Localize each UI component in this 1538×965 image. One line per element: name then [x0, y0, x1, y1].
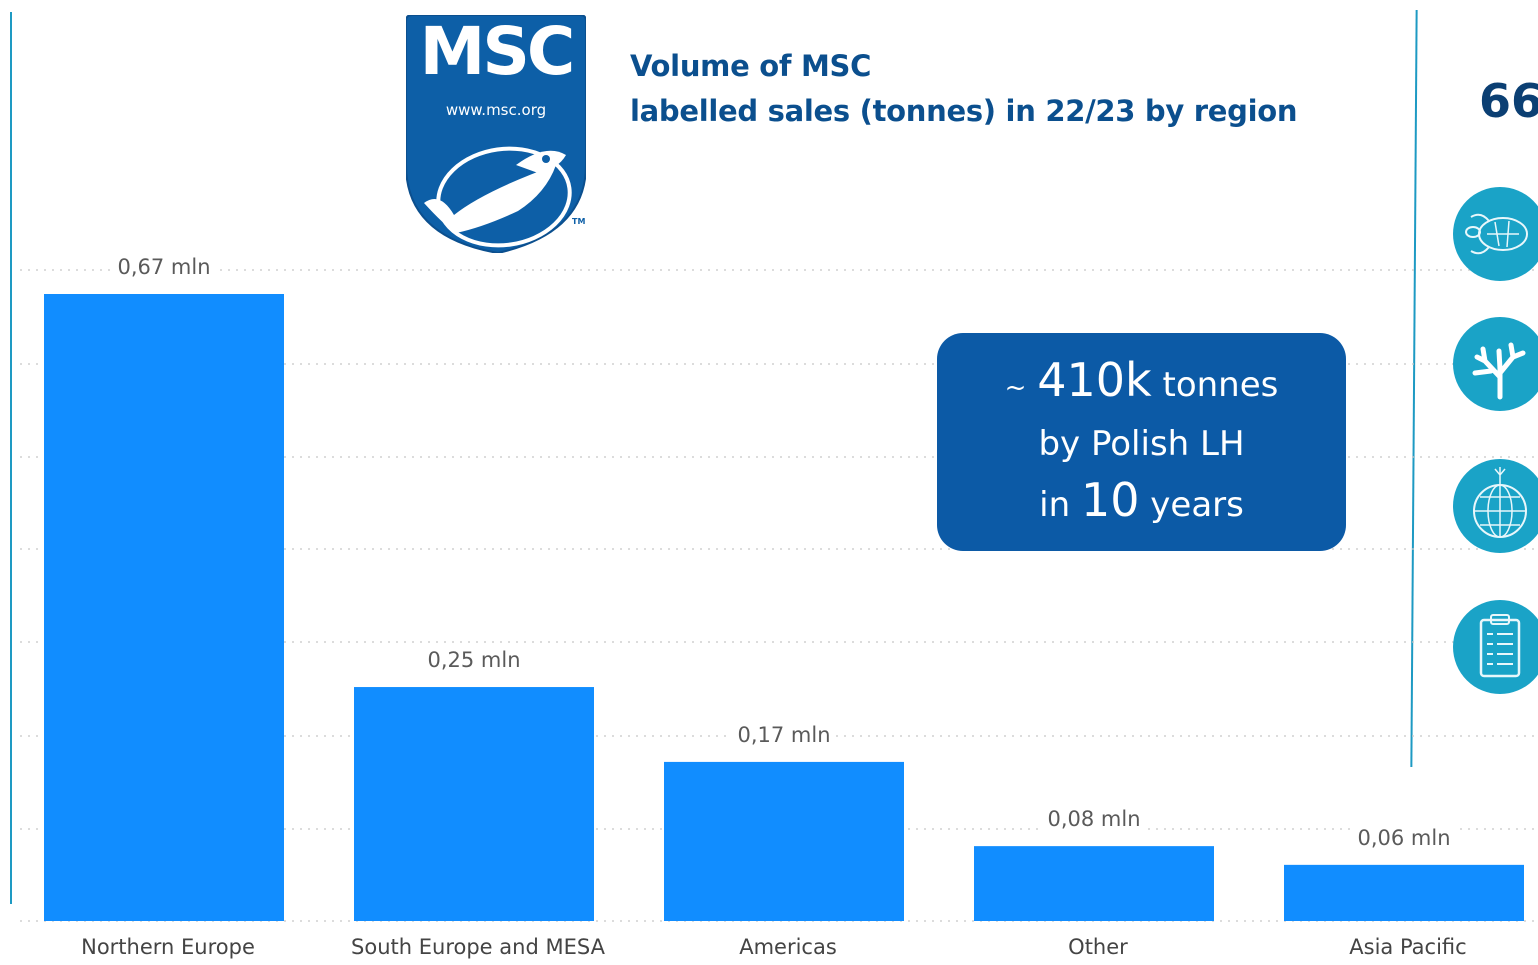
callout-years-text: years: [1150, 484, 1244, 525]
chart-title-line-2: labelled sales (tonnes) in 22/23 by regi…: [630, 94, 1298, 128]
category-label: Northern Europe: [81, 935, 255, 959]
logo-brand-text: MSC: [419, 13, 576, 90]
bar-value-label-background: [422, 645, 526, 676]
chart-title-line-1: Volume of MSC: [630, 49, 872, 83]
right-panel-number: 66: [1479, 74, 1538, 128]
callout-tilde: ~: [1004, 372, 1027, 403]
callout-box: ~ 410k tonnes by Polish LH in 10 years: [937, 333, 1346, 551]
left-border-line: [10, 12, 12, 904]
bar-value-label: 0,17 mln: [737, 723, 830, 747]
msc-logo-shield: [405, 14, 587, 255]
bar-americas[interactable]: [664, 761, 904, 921]
bar-northern-europe[interactable]: [44, 294, 284, 921]
callout-amount-unit: tonnes: [1162, 364, 1279, 405]
bar-asia-pacific[interactable]: [1284, 864, 1524, 921]
logo-url-text: www.msc.org: [445, 101, 547, 119]
callout-line-1: ~ 410k tonnes: [937, 352, 1346, 416]
callout-in-text: in: [1039, 484, 1071, 525]
callout-amount: 410k: [1037, 352, 1152, 407]
bar-value-label: 0,08 mln: [1047, 807, 1140, 831]
bar-value-label-background: [112, 252, 216, 282]
turtle-icon: [1453, 187, 1538, 281]
msc-logo: MSC www.msc.org TM: [405, 13, 587, 255]
category-label: Other: [1068, 935, 1128, 959]
bar-value-label: 0,06 mln: [1357, 826, 1450, 850]
callout-years-number: 10: [1080, 472, 1140, 527]
bar-value-label-background: [1042, 804, 1146, 835]
bar-other[interactable]: [974, 846, 1214, 921]
category-label: South Europe and MESA: [351, 935, 606, 959]
chart-category-labels: Northern Europe South Europe and MESA Amer…: [81, 935, 1467, 959]
bar-value-label-background: [1352, 822, 1456, 853]
bar-south-europe-and-mesa[interactable]: [354, 687, 594, 921]
coral-icon: [1453, 317, 1538, 411]
category-label: Americas: [739, 935, 837, 959]
bar-value-label: 0,25 mln: [427, 648, 520, 672]
fish-checkmark-icon: [424, 146, 572, 248]
chart-bars: [44, 294, 1524, 921]
callout-line-2: by Polish LH: [1038, 423, 1245, 464]
bar-value-label: 0,67 mln: [117, 255, 210, 279]
fishing-net-icon: [1453, 459, 1538, 553]
category-label: Asia Pacific: [1349, 935, 1466, 959]
chart-title: Volume of MSC labelled sales (tonnes) in…: [630, 44, 1370, 134]
chart-value-labels: 0,67 mln 0,25 mln 0,17 mln 0,08 mln 0,06 mln: [112, 252, 1456, 853]
logo-trademark: TM: [572, 217, 586, 226]
callout-line-3: in 10 years: [937, 472, 1346, 533]
bar-value-label-background: [732, 719, 836, 750]
clipboard-icon: [1453, 600, 1538, 694]
